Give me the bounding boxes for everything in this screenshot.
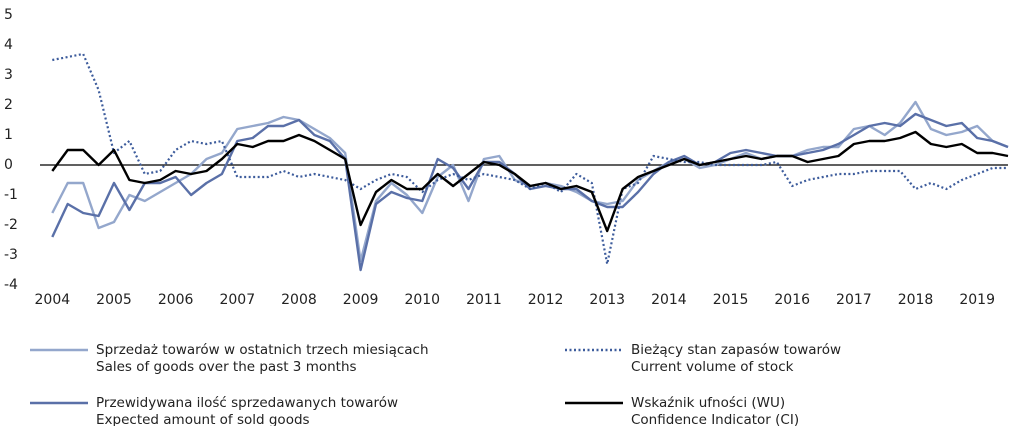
x-tick-label: 2005: [96, 292, 132, 308]
x-tick-label: 2016: [774, 292, 810, 308]
y-tick-label: 1: [4, 127, 13, 143]
y-tick-label: 0: [4, 157, 13, 173]
y-tick-label: -2: [4, 217, 18, 233]
series-line: [52, 52, 1008, 266]
y-tick-label: -1: [4, 187, 18, 203]
series-line: [51, 112, 1009, 272]
x-tick-label: 2018: [898, 292, 934, 308]
x-tick-label: 2007: [219, 292, 255, 308]
legend-label: Bieżący stan zapasów towarów Current volu…: [631, 342, 841, 375]
x-tick-label: 2014: [651, 292, 687, 308]
series-line: [51, 100, 1009, 263]
y-tick-label: 4: [4, 37, 13, 53]
y-tick-label: -4: [4, 277, 18, 293]
x-tick-label: 2009: [343, 292, 379, 308]
series-line: [51, 130, 1009, 233]
x-tick-label: 2017: [836, 292, 872, 308]
legend-label: Wskaźnik ufności (WU) Confidence Indicato…: [631, 395, 799, 426]
y-tick-label: 2: [4, 97, 13, 113]
y-tick-label: 5: [4, 7, 13, 23]
legend-label: Sprzedaż towarów w ostatnich trzech mies…: [96, 342, 429, 375]
legend-label: Przewidywana ilość sprzedawanych towarów…: [96, 395, 398, 426]
x-tick-label: 2015: [713, 292, 749, 308]
x-tick-label: 2004: [35, 292, 71, 308]
y-tick-label: 3: [4, 67, 13, 83]
x-tick-label: 2010: [404, 292, 440, 308]
x-tick-label: 2012: [528, 292, 564, 308]
x-tick-label: 2011: [466, 292, 502, 308]
x-tick-label: 2006: [158, 292, 194, 308]
x-tick-label: 2008: [281, 292, 317, 308]
x-tick-label: 2013: [589, 292, 625, 308]
x-tick-label: 2019: [959, 292, 995, 308]
y-tick-label: -3: [4, 247, 18, 263]
